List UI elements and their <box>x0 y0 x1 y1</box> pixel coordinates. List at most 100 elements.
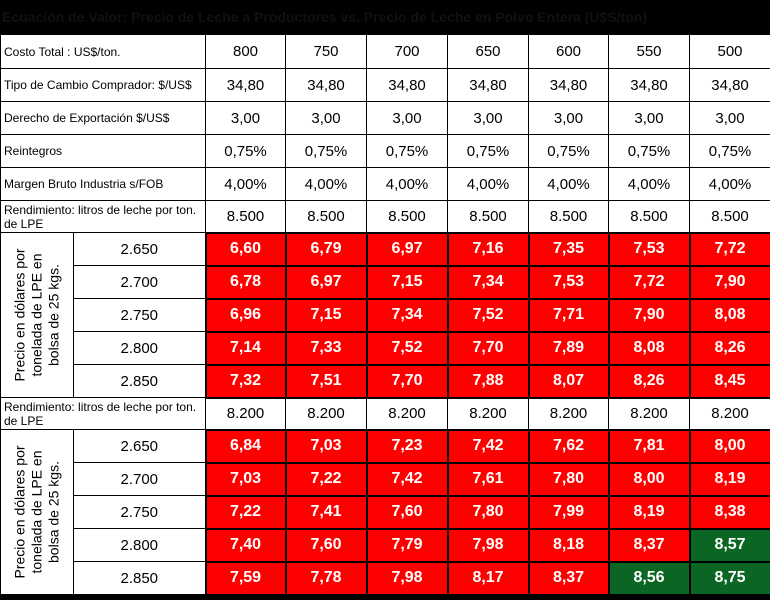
rendimiento-cell: 8.500 <box>447 200 530 233</box>
header-cell: 750 <box>285 34 368 69</box>
value-cell: 8,26 <box>607 363 691 399</box>
rendimiento-cell: 8.500 <box>285 200 368 233</box>
value-cell: 6,84 <box>204 428 287 464</box>
rendimiento-cell: 8.200 <box>285 397 368 430</box>
value-cell: 8,17 <box>446 560 530 596</box>
value-cell: 7,42 <box>365 461 449 497</box>
value-cell: 6,78 <box>204 264 287 300</box>
header-cell: 34,80 <box>205 68 287 102</box>
row-label: Derecho de Exportación $/US$ <box>0 101 207 135</box>
header-row-tipo-cambio: Tipo de Cambio Comprador: $/US$ 34,80 34… <box>0 68 770 102</box>
header-row-margen: Margen Bruto Industria s/FOB 4,00% 4,00%… <box>0 167 770 201</box>
header-cell: 3,00 <box>205 101 287 135</box>
value-cell: 7,60 <box>365 494 449 530</box>
header-cell: 34,80 <box>447 68 530 102</box>
value-cell: 7,52 <box>365 330 449 366</box>
value-cell: 8,19 <box>607 494 691 530</box>
value-cell: 6,97 <box>365 231 449 267</box>
value-cell: 7,99 <box>527 494 610 530</box>
value-cell: 8,45 <box>688 363 770 399</box>
price-cell: 2.700 <box>72 265 207 299</box>
value-cell: 7,79 <box>365 527 449 563</box>
row-label: Costo Total : US$/ton. <box>0 34 207 69</box>
value-cell: 7,78 <box>284 560 368 596</box>
value-cell: 8,38 <box>688 494 770 530</box>
vertical-axis-label: Precio en dólares por tonelada de LPE en… <box>0 232 74 398</box>
value-cell: 8,00 <box>607 461 691 497</box>
value-cell: 7,61 <box>446 461 530 497</box>
value-cell: 7,34 <box>365 297 449 333</box>
header-cell: 3,00 <box>608 101 691 135</box>
value-cell: 7,90 <box>688 264 770 300</box>
value-cell: 7,51 <box>284 363 368 399</box>
header-cell: 4,00% <box>689 167 770 201</box>
row-label: Rendimiento: litros de leche por ton. de… <box>0 200 207 233</box>
value-cell: 8,75 <box>688 560 770 596</box>
table-row: Precio en dólares por tonelada de LPE en… <box>0 428 770 595</box>
rendimiento-cell: 8.200 <box>447 397 530 430</box>
rendimiento-cell: 8.500 <box>608 200 691 233</box>
header-cell: 3,00 <box>528 101 610 135</box>
value-cell: 7,72 <box>607 264 691 300</box>
value-cell: 7,52 <box>446 297 530 333</box>
table-row: 2.800 7,40 7,60 7,79 7,98 8,18 8,37 8,57 <box>1 527 770 563</box>
value-cell: 7,22 <box>204 494 287 530</box>
price-cell: 2.800 <box>72 331 207 365</box>
value-cell: 7,03 <box>204 461 287 497</box>
rendimiento-cell: 8.200 <box>608 397 691 430</box>
value-cell: 6,96 <box>204 297 287 333</box>
rendimiento-cell: 8.500 <box>366 200 449 233</box>
price-cell: 2.850 <box>72 364 207 398</box>
header-cell: 0,75% <box>285 134 368 168</box>
value-cell: 7,71 <box>527 297 610 333</box>
table-row: Precio en dólares por tonelada de LPE en… <box>0 231 770 398</box>
value-cell: 8,57 <box>688 527 770 563</box>
value-cell: 8,26 <box>688 330 770 366</box>
value-cell: 7,60 <box>284 527 368 563</box>
header-cell: 34,80 <box>608 68 691 102</box>
rendimiento-cell: 8.500 <box>205 200 287 233</box>
value-cell: 7,03 <box>284 428 368 464</box>
value-cell: 7,80 <box>527 461 610 497</box>
header-cell: 4,00% <box>447 167 530 201</box>
rendimiento-cell: 8.200 <box>689 397 770 430</box>
header-row-derecho: Derecho de Exportación $/US$ 3,00 3,00 3… <box>0 101 770 135</box>
header-cell: 0,75% <box>608 134 691 168</box>
table-row: 2.800 7,14 7,33 7,52 7,70 7,89 8,08 8,26 <box>1 330 770 366</box>
header-row-reintegros: Reintegros 0,75% 0,75% 0,75% 0,75% 0,75%… <box>0 134 770 168</box>
value-cell: 7,98 <box>365 560 449 596</box>
price-cell: 2.850 <box>72 561 207 595</box>
header-cell: 0,75% <box>205 134 287 168</box>
value-cell: 7,32 <box>204 363 287 399</box>
rendimiento-row: Rendimiento: litros de leche por ton. de… <box>0 200 770 233</box>
value-cell: 7,34 <box>446 264 530 300</box>
header-cell: 34,80 <box>689 68 770 102</box>
row-label: Margen Bruto Industria s/FOB <box>0 167 207 201</box>
value-cell: 8,37 <box>607 527 691 563</box>
value-cell: 8,07 <box>527 363 610 399</box>
price-cell: 2.700 <box>72 462 207 496</box>
rendimiento-cell: 8.200 <box>528 397 610 430</box>
header-cell: 700 <box>366 34 449 69</box>
rendimiento-row: Rendimiento: litros de leche por ton. de… <box>0 397 770 430</box>
value-cell: 7,89 <box>527 330 610 366</box>
row-label: Rendimiento: litros de leche por ton. de… <box>0 397 207 430</box>
table-row: 2.750 7,22 7,41 7,60 7,80 7,99 8,19 8,38 <box>1 494 770 530</box>
table-row: 2.750 6,96 7,15 7,34 7,52 7,71 7,90 8,08 <box>1 297 770 333</box>
value-cell: 7,72 <box>688 231 770 267</box>
header-cell: 34,80 <box>366 68 449 102</box>
header-cell: 3,00 <box>285 101 368 135</box>
value-cell: 7,62 <box>527 428 610 464</box>
value-cell: 7,16 <box>446 231 530 267</box>
header-cell: 800 <box>205 34 287 69</box>
header-cell: 4,00% <box>528 167 610 201</box>
vertical-label-text: Precio en dólares por tonelada de LPE en… <box>11 445 62 579</box>
value-cell: 8,19 <box>688 461 770 497</box>
header-cell: 650 <box>447 34 530 69</box>
value-cell: 8,56 <box>607 560 691 596</box>
value-cell: 7,22 <box>284 461 368 497</box>
value-cell: 7,53 <box>607 231 691 267</box>
value-cell: 7,35 <box>527 231 610 267</box>
vertical-axis-label: Precio en dólares por tonelada de LPE en… <box>0 429 74 595</box>
